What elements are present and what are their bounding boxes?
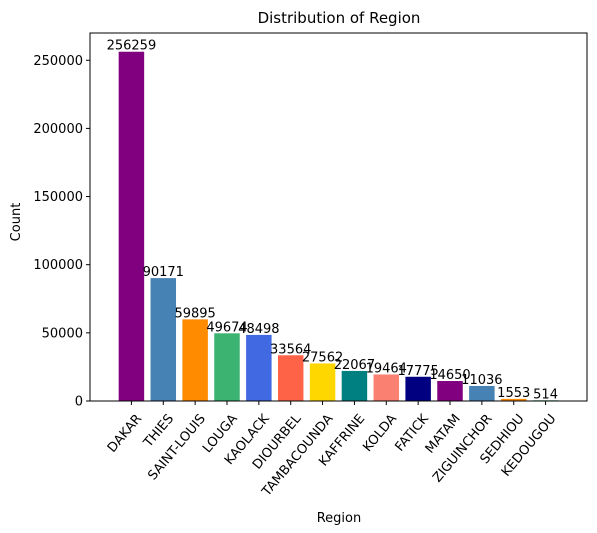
data-label-kaffrine: 22067: [334, 358, 375, 373]
y-tick-label: 250000: [33, 54, 83, 69]
y-axis-label: Count: [9, 203, 24, 242]
data-label-diourbel: 33564: [270, 342, 311, 357]
chart-title: Distribution of Region: [258, 9, 421, 27]
data-label-thies: 90171: [143, 265, 184, 280]
plot-frame: [89, 32, 588, 402]
data-label-kedougou: 514: [533, 387, 558, 402]
data-label-louga: 49674: [206, 320, 247, 335]
bar-dakar: [118, 51, 145, 401]
data-label-sedhiou: 1553: [497, 386, 530, 401]
y-tick-label: 100000: [33, 258, 83, 273]
data-label-tambacounda: 27562: [302, 350, 343, 365]
bar-matam: [437, 381, 463, 401]
bar-kaolack: [246, 334, 272, 401]
bar-sedhiou: [500, 398, 527, 401]
x-tick-label-dakar: DAKAR: [105, 412, 145, 456]
bar-saint-louis: [182, 319, 208, 401]
bar-tambacounda: [309, 363, 336, 401]
y-tick-label: 50000: [42, 326, 83, 341]
bar-ziguinchor: [469, 385, 495, 401]
data-label-matam: 14650: [429, 368, 470, 383]
x-tick-label-kolda: KOLDA: [360, 412, 400, 455]
data-label-fatick: 17775: [397, 364, 438, 379]
bar-fatick: [405, 376, 431, 401]
y-tick-label: 0: [75, 395, 83, 410]
data-label-kaolack: 48498: [238, 322, 279, 337]
bar-louga: [214, 333, 240, 401]
bar-kaffrine: [341, 370, 368, 401]
data-label-dakar: 256259: [107, 39, 157, 54]
data-label-kolda: 19464: [366, 361, 407, 376]
data-label-ziguinchor: 11036: [461, 373, 502, 388]
x-axis-label: Region: [317, 511, 362, 526]
y-tick-label: 200000: [33, 122, 83, 137]
bar-diourbel: [277, 355, 304, 401]
bar-thies: [150, 278, 177, 401]
y-tick-label: 150000: [33, 190, 83, 205]
data-label-saint-louis: 59895: [174, 306, 215, 321]
bar-kolda: [373, 374, 400, 401]
